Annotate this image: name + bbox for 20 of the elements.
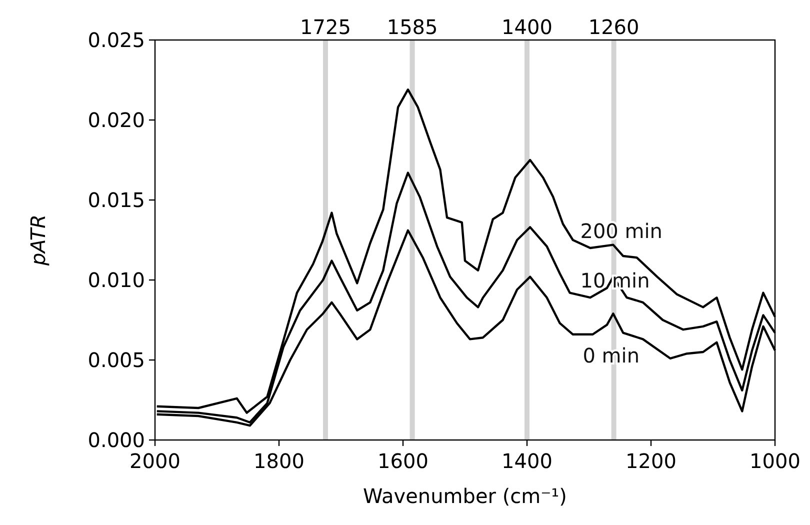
y-tick-label: 0.005 [88,348,145,372]
x-tick-label: 1200 [626,449,676,473]
x-tick-label: 1600 [378,449,428,473]
x-tick-label: 1400 [502,449,552,473]
x-tick-label: 1000 [750,449,800,473]
x-axis-title: Wavenumber (cm⁻¹) [363,484,567,508]
x-tick-label: 2000 [130,449,180,473]
series-label: 200 min [580,219,662,243]
ref-line-label: 1725 [300,15,351,39]
y-tick-label: 0.015 [88,188,145,212]
y-tick-label: 0.000 [88,428,145,452]
ref-line-label: 1400 [502,15,552,39]
y-tick-label: 0.020 [88,108,145,132]
ref-line-label: 1260 [588,15,640,39]
y-tick-label: 0.010 [88,268,145,292]
ref-line-label: 1585 [386,15,438,39]
y-tick-label: 0.025 [88,28,145,52]
x-tick-label: 1800 [254,449,304,473]
series-label: 0 min [582,343,640,368]
y-axis-title: pATR [26,214,50,267]
